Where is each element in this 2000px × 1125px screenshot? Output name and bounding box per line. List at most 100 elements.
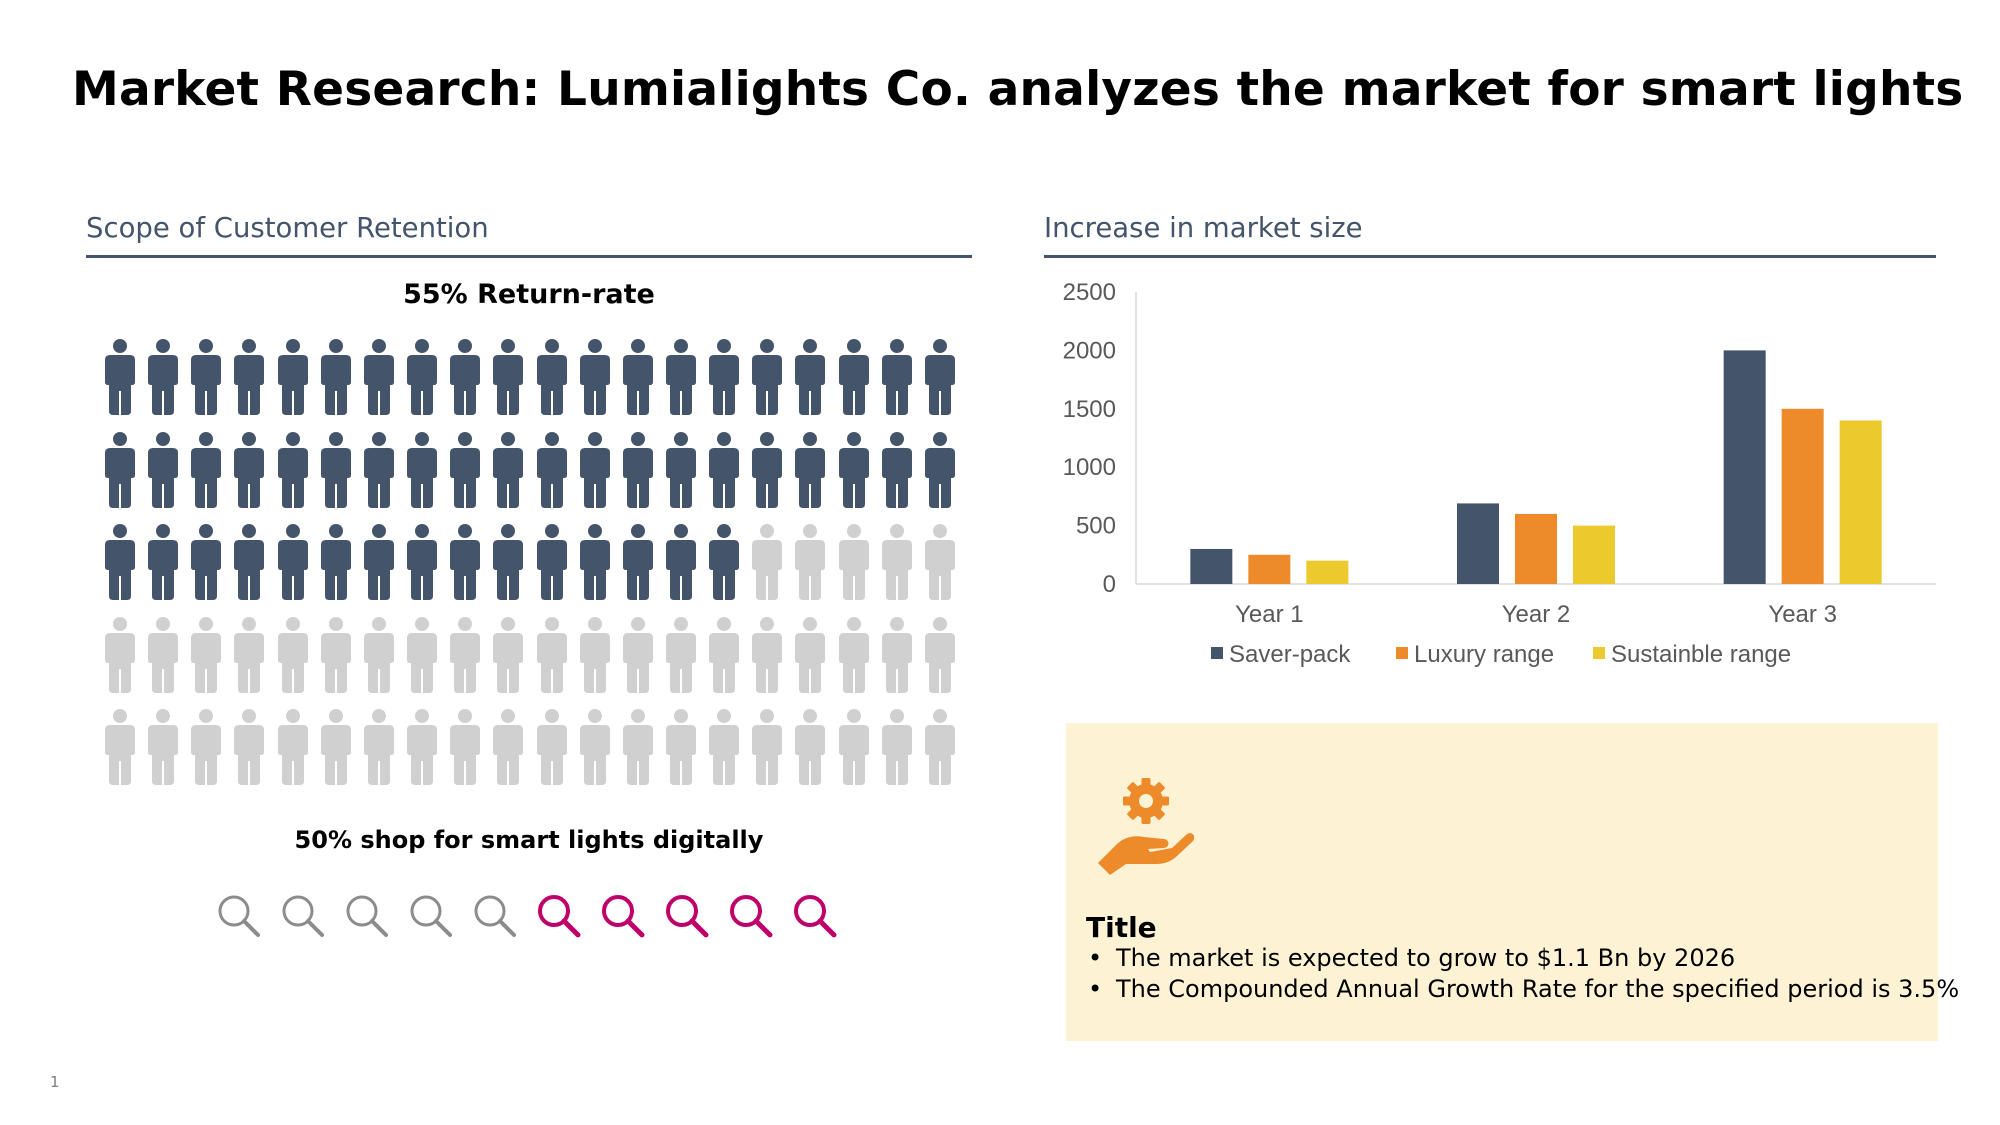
info-bullet: The Compounded Annual Growth Rate for th… (1086, 974, 1959, 1005)
magnifier-icon (216, 893, 262, 939)
magnifier-icon (408, 893, 454, 939)
person-icon (145, 616, 181, 693)
person-icon (188, 339, 224, 415)
person-icon (836, 524, 872, 600)
person-icon (447, 431, 483, 508)
person-icon (318, 431, 354, 508)
person-icon (318, 709, 354, 785)
person-icon (145, 709, 181, 785)
person-icon (706, 431, 742, 508)
person-icon (836, 431, 872, 508)
y-tick-label: 1000 (1063, 454, 1116, 481)
person-icon (231, 431, 267, 508)
person-icon (792, 616, 828, 693)
bar-saver-pack-2 (1457, 503, 1499, 584)
person-icon (404, 616, 440, 693)
person-icon (749, 709, 785, 785)
person-icon (577, 616, 613, 693)
person-icon (361, 339, 397, 415)
magnifier-icon (600, 893, 646, 939)
person-icon (792, 431, 828, 508)
person-icon (102, 339, 138, 415)
person-icon (361, 616, 397, 693)
bar-sustainble-range-3 (1839, 420, 1882, 584)
person-icon (879, 431, 915, 508)
y-tick-label: 500 (1076, 513, 1116, 540)
person-icon (922, 339, 958, 415)
person-icon (231, 524, 267, 600)
x-tick-label: Year 1 (1235, 601, 1304, 628)
person-icon (404, 524, 440, 600)
search-pictogram (216, 893, 856, 943)
person-icon (534, 339, 570, 415)
info-bullet: The market is expected to grow to $1.1 B… (1086, 943, 1959, 974)
person-icon (361, 709, 397, 785)
person-icon (534, 431, 570, 508)
person-icon (145, 431, 181, 508)
person-icon (188, 524, 224, 600)
person-icon (145, 524, 181, 600)
retention-divider (86, 255, 972, 258)
magnifier-icon (472, 893, 518, 939)
market-divider (1044, 255, 1936, 258)
person-icon (188, 709, 224, 785)
person-icon (102, 431, 138, 508)
magnifier-icon (344, 893, 390, 939)
person-icon (231, 616, 267, 693)
person-icon (663, 524, 699, 600)
person-icon (663, 339, 699, 415)
person-icon (706, 709, 742, 785)
person-icon (620, 339, 656, 415)
person-icon (275, 616, 311, 693)
person-icon (102, 524, 138, 600)
person-icon (879, 709, 915, 785)
person-icon (275, 339, 311, 415)
bar-luxury-range-1 (1248, 554, 1291, 584)
person-icon (231, 709, 267, 785)
person-icon (404, 709, 440, 785)
legend-label: Sustainble range (1611, 641, 1791, 668)
person-icon (620, 524, 656, 600)
person-icon (361, 524, 397, 600)
market-section-title: Increase in market size (1044, 212, 1363, 244)
magnifier-icon (280, 893, 326, 939)
person-icon (577, 524, 613, 600)
person-icon (836, 709, 872, 785)
person-icon (275, 431, 311, 508)
person-icon (749, 616, 785, 693)
x-tick-label: Year 3 (1768, 601, 1837, 628)
person-icon (275, 524, 311, 600)
person-icon (145, 339, 181, 415)
legend-label: Luxury range (1414, 641, 1554, 668)
page-number: 1 (50, 1073, 60, 1091)
bar-luxury-range-3 (1781, 408, 1824, 584)
person-icon (879, 616, 915, 693)
person-icon (749, 524, 785, 600)
person-icon (318, 524, 354, 600)
person-icon (922, 431, 958, 508)
person-icon (534, 616, 570, 693)
magnifier-icon (664, 893, 710, 939)
digital-shopping-label: 50% shop for smart lights digitally (294, 826, 764, 854)
person-icon (836, 616, 872, 693)
person-icon (490, 431, 526, 508)
person-icon (879, 524, 915, 600)
gear-hand-icon (1094, 771, 1195, 875)
magnifier-icon (792, 893, 838, 939)
person-icon (534, 709, 570, 785)
person-icon (749, 339, 785, 415)
person-icon (922, 616, 958, 693)
y-tick-label: 1500 (1063, 396, 1116, 423)
person-icon (620, 709, 656, 785)
magnifier-icon (728, 893, 774, 939)
info-box: Title The market is expected to grow to … (1066, 723, 1959, 1041)
person-icon (534, 524, 570, 600)
person-icon (663, 616, 699, 693)
person-icon (231, 339, 267, 415)
person-icon (836, 339, 872, 415)
person-icon (490, 339, 526, 415)
x-tick-label: Year 2 (1502, 601, 1571, 628)
return-rate-headline: 55% Return-rate (403, 279, 655, 310)
person-icon (706, 524, 742, 600)
person-icon (102, 709, 138, 785)
